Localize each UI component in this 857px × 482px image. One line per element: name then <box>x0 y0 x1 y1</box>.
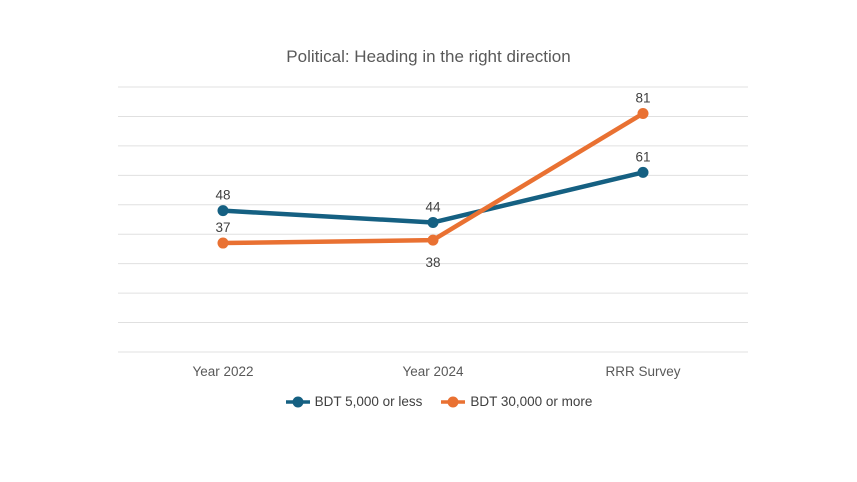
data-point-marker <box>637 166 649 178</box>
data-label: 37 <box>215 220 230 235</box>
data-label: 61 <box>635 149 650 164</box>
data-label: 44 <box>425 199 441 214</box>
data-point-marker <box>427 216 439 228</box>
x-axis-label: Year 2024 <box>402 364 464 379</box>
data-point-marker <box>217 237 229 249</box>
data-label: 38 <box>425 255 440 270</box>
data-point-marker <box>217 205 229 217</box>
x-axis-label: RRR Survey <box>605 364 680 379</box>
legend-line-marker-icon <box>441 396 466 407</box>
chart-legend: BDT 5,000 or less BDT 30,000 or more <box>0 394 857 409</box>
series-line-1 <box>220 170 646 225</box>
legend-label: BDT 5,000 or less <box>314 394 423 409</box>
legend-marker-dot <box>447 396 459 407</box>
data-point-marker <box>427 234 439 246</box>
data-label: 81 <box>635 91 650 106</box>
legend-line-marker-icon <box>285 396 310 407</box>
legend-label: BDT 30,000 or more <box>470 394 593 409</box>
legend-marker-dot <box>292 396 304 407</box>
legend-item-series-2: BDT 30,000 or more <box>440 394 592 409</box>
chart-title: Political: Heading in the right directio… <box>286 47 571 66</box>
data-point-marker <box>637 108 649 119</box>
x-axis-label: Year 2022 <box>192 364 253 379</box>
data-label: 48 <box>215 188 230 203</box>
legend-item-series-1: BDT 5,000 or less <box>285 394 423 409</box>
